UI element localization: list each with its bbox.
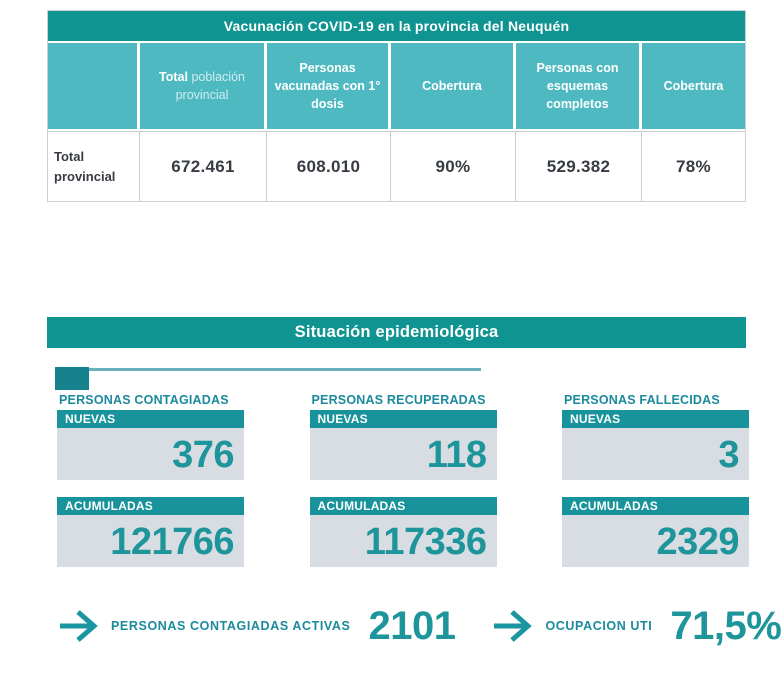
stat-box-value: 3 bbox=[562, 428, 749, 480]
footer-label: OCUPACION UTI bbox=[545, 619, 653, 633]
stat-box-header: NUEVAS bbox=[57, 410, 244, 428]
header-total-rest: población provincial bbox=[175, 69, 245, 102]
arrow-right-icon bbox=[57, 609, 99, 643]
header-total-bold: Total bbox=[159, 69, 188, 84]
stat-box-header: NUEVAS bbox=[562, 410, 749, 428]
stat-group-label: PERSONAS CONTAGIADAS bbox=[59, 393, 229, 407]
vaccination-table-data-row: Total provincial 672.461 608.010 90% 529… bbox=[48, 129, 745, 201]
header-cell-cobertura-2: Cobertura bbox=[663, 78, 724, 93]
stat-group-label: PERSONAS RECUPERADAS bbox=[311, 393, 486, 407]
stat-box-value: 117336 bbox=[309, 515, 497, 567]
vaccination-table-title: Vacunación COVID-19 en la provincia del … bbox=[48, 11, 745, 41]
epidemiology-stats: PERSONAS CONTAGIADAS NUEVAS 376 ACUMULAD… bbox=[57, 393, 749, 567]
progress-marker[interactable] bbox=[55, 367, 89, 390]
header-cell-vacunadas-1dosis: Personas vacunadas con 1° dosis bbox=[267, 43, 391, 129]
stat-group-label: PERSONAS FALLECIDAS bbox=[564, 393, 720, 407]
stat-box-header: ACUMULADAS bbox=[57, 497, 244, 515]
stat-box-value: 376 bbox=[57, 428, 244, 480]
stat-box-nuevas: NUEVAS 376 bbox=[57, 410, 244, 480]
arrow-right-icon bbox=[491, 609, 533, 643]
vaccination-table: Vacunación COVID-19 en la provincia del … bbox=[47, 10, 746, 202]
epidemiology-section-title: Situación epidemiológica bbox=[47, 317, 746, 348]
footer-item-ocupacion-uti: OCUPACION UTI 71,5% bbox=[491, 604, 781, 649]
stat-group-recuperadas: PERSONAS RECUPERADAS NUEVAS 118 ACUMULAD… bbox=[309, 393, 497, 567]
footer-label: PERSONAS CONTAGIADAS ACTIVAS bbox=[111, 619, 351, 633]
stat-group-contagiadas: PERSONAS CONTAGIADAS NUEVAS 376 ACUMULAD… bbox=[57, 393, 244, 567]
header-cell-total-poblacion: Total población provincial bbox=[140, 43, 267, 129]
stat-box-value: 2329 bbox=[562, 515, 749, 567]
stat-box-nuevas: NUEVAS 118 bbox=[309, 410, 497, 480]
value-total-poblacion: 672.461 bbox=[140, 131, 267, 201]
vaccination-table-header-row: Total población provincial Personas vacu… bbox=[48, 41, 745, 129]
stat-box-acumuladas: ACUMULADAS 2329 bbox=[562, 497, 749, 567]
value-cobertura-1: 90% bbox=[391, 131, 516, 201]
epidemiology-footer: PERSONAS CONTAGIADAS ACTIVAS 2101 OCUPAC… bbox=[57, 600, 781, 652]
stat-group-fallecidas: PERSONAS FALLECIDAS NUEVAS 3 ACUMULADAS … bbox=[562, 393, 749, 567]
progress-track[interactable] bbox=[55, 368, 481, 371]
value-esquemas-completos: 529.382 bbox=[516, 131, 642, 201]
stat-box-nuevas: NUEVAS 3 bbox=[562, 410, 749, 480]
footer-value: 71,5% bbox=[670, 603, 781, 648]
value-vacunadas-1dosis: 608.010 bbox=[267, 131, 391, 201]
footer-value: 2101 bbox=[368, 603, 456, 648]
stat-box-value: 121766 bbox=[57, 515, 244, 567]
row-label-total-provincial: Total provincial bbox=[48, 131, 140, 201]
header-cell-cobertura-1: Cobertura bbox=[391, 43, 516, 129]
stat-box-header: ACUMULADAS bbox=[562, 497, 749, 515]
stat-box-value: 118 bbox=[309, 428, 497, 480]
stat-box-header: ACUMULADAS bbox=[309, 497, 497, 515]
header-cell-empty bbox=[48, 43, 140, 129]
header-cell-esquemas-completos: Personas con esquemas completos bbox=[516, 43, 642, 129]
stat-box-header: NUEVAS bbox=[309, 410, 497, 428]
footer-item-contagiadas-activas: PERSONAS CONTAGIADAS ACTIVAS 2101 bbox=[57, 603, 456, 649]
stat-box-acumuladas: ACUMULADAS 117336 bbox=[309, 497, 497, 567]
value-cobertura-2: 78% bbox=[642, 131, 745, 201]
stat-box-acumuladas: ACUMULADAS 121766 bbox=[57, 497, 244, 567]
